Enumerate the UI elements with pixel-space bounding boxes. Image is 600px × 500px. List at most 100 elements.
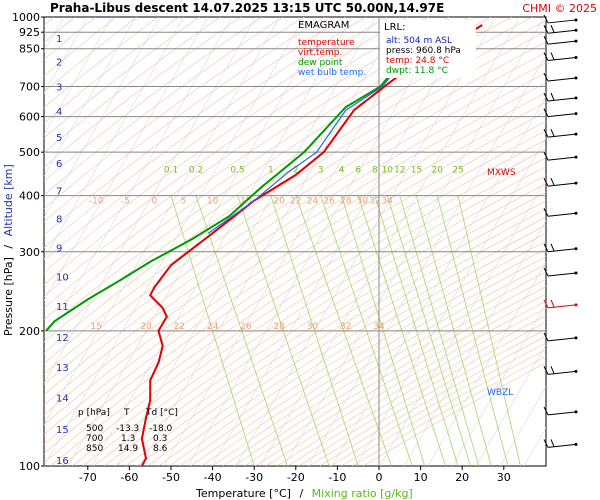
y-tick-label: 600 <box>19 111 40 124</box>
wind-barb-flag <box>543 25 549 34</box>
mixing-ratio-label: 25 <box>452 166 463 176</box>
dry-adiabat <box>44 111 546 445</box>
chart-title: Praha-Libus descent 14.07.2025 13:15 UTC… <box>50 1 444 15</box>
wind-barb-flag <box>543 366 549 375</box>
wind-barb-flag <box>543 14 549 24</box>
dry-adiabat <box>222 271 546 466</box>
theta-label: 0 <box>151 197 157 207</box>
altitude-label: 10 <box>56 273 69 284</box>
altitude-label: 13 <box>56 363 69 374</box>
wind-barb-flag <box>550 243 555 251</box>
dry-adiabat <box>179 240 546 466</box>
x-tick-label: -20 <box>287 471 305 484</box>
wind-barb-dot <box>574 181 578 185</box>
skew-line <box>44 17 137 177</box>
wind-barb-dot <box>574 76 578 80</box>
wind-barb-flag <box>543 332 549 342</box>
skew-line <box>115 17 377 466</box>
table-cell: 850 <box>86 444 103 454</box>
theta-label: 26 <box>240 322 252 332</box>
x-tick-label: -60 <box>120 471 138 484</box>
theta-label: 15 <box>90 322 101 332</box>
table-header-td: Td [°C] <box>145 408 178 418</box>
wind-barb-flag <box>550 177 555 186</box>
wind-barb-shaft <box>547 411 577 416</box>
legend: EMAGRAM temperature virt.temp. dew point… <box>298 20 366 78</box>
wind-barb-flag <box>543 52 549 61</box>
altitude-label: 1 <box>56 34 62 45</box>
wind-barb-flag <box>550 92 555 101</box>
wind-barb-flag <box>543 207 549 217</box>
theta-label: 34 <box>382 197 394 207</box>
skew-line <box>44 17 305 466</box>
skew-line <box>307 54 546 466</box>
theta-label: 32 <box>340 322 351 332</box>
theta-label: 5 <box>181 197 187 207</box>
theta-label: 22 <box>290 197 301 207</box>
x-tick-label: 20 <box>455 471 469 484</box>
legend-title: EMAGRAM <box>298 20 349 31</box>
dry-adiabat <box>136 208 546 466</box>
wbzl-marker: WBZL <box>487 388 513 398</box>
table-cell: 700 <box>86 434 103 444</box>
dry-adiabat <box>44 92 546 426</box>
altitude-label: 4 <box>56 107 62 118</box>
altitude-label: 12 <box>56 333 69 344</box>
wind-barb-flag <box>543 151 549 161</box>
mixing-ratio-label: 20 <box>432 166 444 176</box>
altitude-label: 9 <box>56 243 62 254</box>
x-tick-label: -30 <box>245 471 263 484</box>
wind-barb-dot <box>574 336 578 340</box>
dry-adiabat <box>82 166 546 466</box>
dry-adiabat <box>44 101 546 435</box>
wind-barb-shaft <box>547 337 577 342</box>
wind-barb-shaft <box>547 156 577 161</box>
altitude-label: 15 <box>56 425 69 436</box>
lrl-press: press: 960.8 hPa <box>386 46 461 56</box>
wind-barb-dot <box>574 303 578 307</box>
theta-label: -10 <box>89 197 104 207</box>
table-cell: 14.9 <box>118 444 138 454</box>
theta-label: 30 <box>357 197 369 207</box>
theta-label: -5 <box>121 197 130 207</box>
x-tick-label: -70 <box>79 471 97 484</box>
theta-label: 24 <box>207 322 219 332</box>
dry-adiabat <box>201 256 546 466</box>
mixing-ratio-label: 1 <box>268 166 274 176</box>
x-axis-label-temp: Temperature [°C] <box>195 487 291 500</box>
mixing-ratio-label: 8 <box>372 166 378 176</box>
theta-label: 24 <box>307 197 319 207</box>
theta-label: 30 <box>307 322 319 332</box>
wind-barb-shaft <box>547 40 577 45</box>
dry-adiabat <box>190 248 546 466</box>
data-table: p [hPa] T Td [°C] 500 -13.3 -18.0 700 1.… <box>78 408 178 454</box>
wind-barb-shaft <box>547 248 577 253</box>
theta-label: 20 <box>140 322 152 332</box>
wind-barb-flag <box>543 177 549 187</box>
grid-lines <box>44 17 546 466</box>
y-tick-label: 925 <box>19 26 40 39</box>
table-cell: -13.3 <box>116 424 139 434</box>
skew-line <box>44 17 161 218</box>
background-lines: 15 20 22 24 26 28 30 32 34-10 -5 0 5 10 15 20 22 24 26 28 3… <box>44 17 600 466</box>
wind-barb-flag <box>543 128 549 138</box>
wind-barb-dot <box>574 271 578 275</box>
skew-line <box>548 17 600 466</box>
wind-barb-dot <box>574 442 578 446</box>
wind-barb-dot <box>574 369 578 373</box>
wind-barb-shaft <box>547 29 577 34</box>
dry-adiabat <box>125 200 546 466</box>
mixing-ratio-label: 15 <box>411 166 422 176</box>
wind-barb-shaft <box>547 77 577 82</box>
wind-barb-shaft <box>547 272 577 277</box>
wind-barb-dot <box>574 28 578 32</box>
wind-barb-flag <box>550 25 555 33</box>
dry-adiabat <box>44 62 546 396</box>
wind-barb-dot <box>574 132 578 136</box>
skew-line <box>44 17 185 260</box>
dry-adiabat <box>44 130 546 463</box>
wind-barb-shaft <box>547 133 577 138</box>
mixing-ratio-label: 4 <box>339 166 345 176</box>
